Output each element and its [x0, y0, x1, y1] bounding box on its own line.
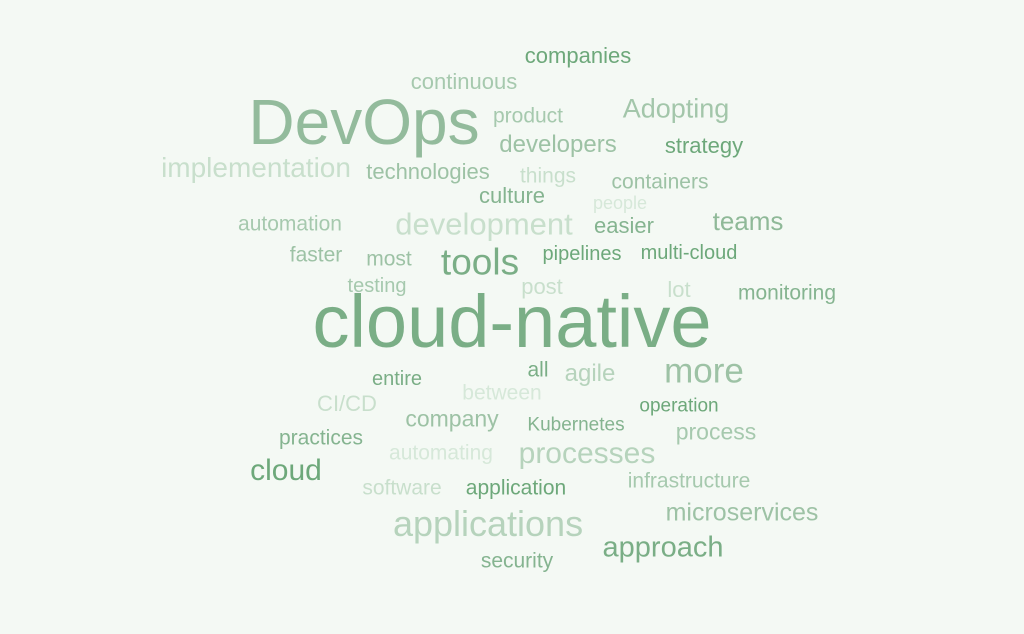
word-easier: easier	[594, 213, 654, 238]
word-pipelines: pipelines	[542, 243, 622, 265]
word-processes: processes	[518, 437, 656, 470]
word-faster: faster	[289, 243, 343, 267]
word-company: company	[405, 405, 499, 432]
word-implementation: implementation	[161, 152, 351, 183]
word-teams: teams	[712, 206, 784, 236]
word-microservices: microservices	[665, 498, 819, 527]
word-approach: approach	[602, 531, 724, 564]
word-automating: automating	[389, 441, 493, 465]
word-adopting: Adopting	[622, 93, 730, 124]
word-culture: culture	[478, 183, 546, 208]
word-devops: DevOps	[248, 86, 480, 158]
word-applications: applications	[392, 503, 584, 544]
word-all: all	[527, 358, 549, 382]
word-development: development	[395, 206, 573, 242]
word-people: people	[592, 193, 648, 213]
word-multi-cloud: multi-cloud	[640, 242, 738, 264]
word-more: more	[664, 351, 744, 391]
word-infrastructure: infrastructure	[627, 469, 751, 493]
word-product: product	[492, 104, 564, 128]
word-containers: containers	[611, 170, 709, 194]
word-software: software	[362, 476, 442, 500]
word-cloud: cloud	[250, 454, 322, 487]
word-companies: companies	[524, 43, 632, 68]
word-strategy: strategy	[664, 133, 744, 158]
word-agile: agile	[564, 360, 616, 387]
word-cloud-native: cloud-native	[312, 280, 712, 363]
word-application: application	[465, 476, 567, 500]
word-tools: tools	[440, 241, 520, 283]
word-process: process	[675, 418, 757, 445]
word-automation: automation	[238, 212, 342, 236]
word-continuous: continuous	[410, 69, 518, 94]
word-security: security	[480, 549, 554, 573]
word-most: most	[366, 247, 412, 271]
word-testing: testing	[347, 275, 407, 297]
word-monitoring: monitoring	[737, 281, 837, 305]
word-things: things	[519, 164, 577, 188]
word-between: between	[462, 381, 542, 405]
word-operation: operation	[639, 395, 719, 417]
word-lot: lot	[667, 277, 691, 302]
word-ci-cd: CI/CD	[317, 391, 377, 416]
word-kubernetes: Kubernetes	[527, 414, 625, 436]
word-technologies: technologies	[366, 159, 490, 184]
word-post: post	[521, 274, 563, 299]
word-developers: developers	[499, 131, 617, 158]
word-entire: entire	[371, 368, 423, 390]
word-practices: practices	[278, 426, 364, 450]
